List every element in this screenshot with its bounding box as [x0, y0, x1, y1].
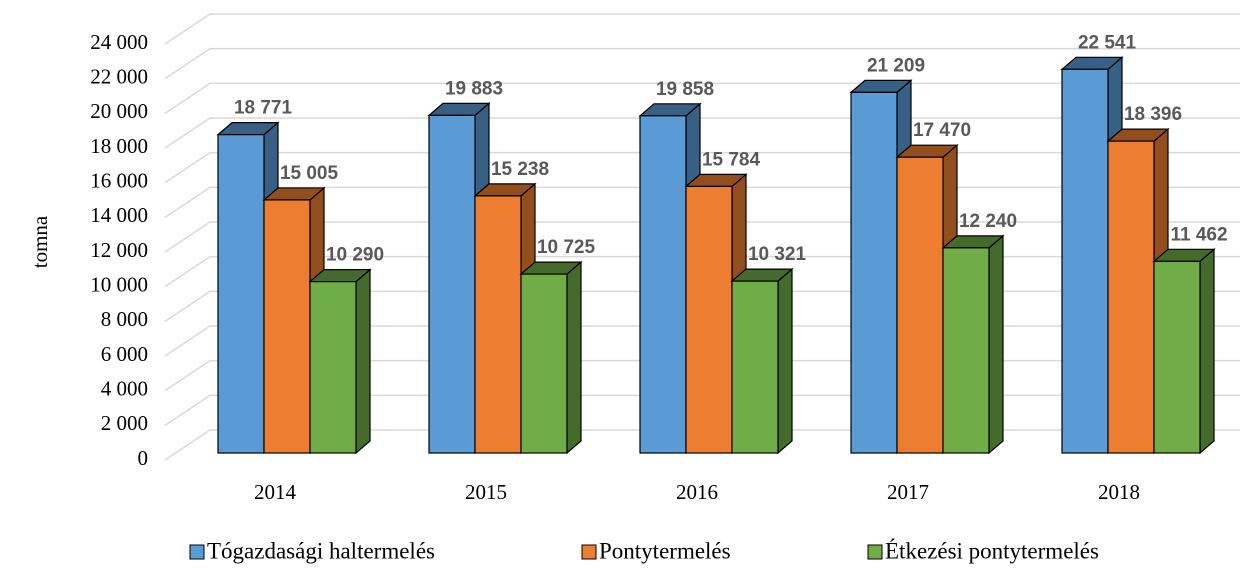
bar	[1107, 140, 1155, 454]
bar	[850, 91, 898, 454]
bar	[1061, 68, 1109, 454]
bar	[1153, 260, 1201, 454]
x-tick-label: 2016	[676, 480, 718, 504]
y-tick-label: 10 000	[90, 272, 148, 296]
x-tick-label: 2018	[1098, 480, 1140, 504]
x-tick-label: 2015	[465, 480, 507, 504]
bar	[217, 134, 265, 454]
legend-label: Pontytermelés	[599, 538, 731, 563]
bar-side	[566, 260, 582, 455]
y-tick-label: 4 000	[101, 376, 148, 400]
legend-label: Étkezési pontytermelés	[885, 538, 1099, 563]
y-tick-label: 18 000	[90, 134, 148, 158]
y-tick-label: 22 000	[90, 64, 148, 88]
value-label: 15 784	[702, 149, 761, 170]
value-label: 10 321	[748, 244, 807, 265]
value-label: 22 541	[1078, 32, 1137, 53]
grid-line	[164, 13, 1240, 45]
y-tick-label: 0	[138, 446, 149, 470]
value-label: 19 883	[445, 78, 503, 99]
value-label: 19 858	[656, 79, 714, 100]
value-label: 18 396	[1124, 104, 1182, 125]
value-label: 17 470	[913, 120, 971, 141]
bar	[520, 273, 568, 454]
bar	[309, 281, 357, 454]
value-label: 11 462	[1170, 224, 1227, 245]
bar	[428, 114, 476, 454]
bar	[474, 195, 522, 454]
value-label: 10 290	[326, 245, 384, 266]
y-tick-label: 2 000	[101, 411, 148, 435]
legend-swatch	[189, 544, 205, 560]
value-label: 12 240	[959, 211, 1017, 232]
y-tick-label: 6 000	[101, 342, 148, 366]
grid-line	[164, 47, 1240, 80]
bar	[639, 115, 687, 454]
y-tick-label: 8 000	[101, 307, 148, 331]
bar-side	[1199, 248, 1215, 455]
y-tick-label: 16 000	[90, 168, 148, 192]
value-label: 15 005	[280, 163, 339, 184]
legend-label: Tógazdasági haltermelés	[207, 538, 435, 563]
x-tick-label: 2017	[887, 480, 929, 504]
y-tick-label: 20 000	[90, 99, 148, 123]
value-label: 10 725	[537, 237, 596, 258]
bar-side	[355, 268, 371, 455]
bar	[942, 247, 990, 454]
value-label: 21 209	[867, 55, 925, 76]
value-label: 18 771	[234, 98, 293, 119]
y-tick-label: 24 000	[90, 30, 148, 54]
value-label: 15 238	[491, 159, 549, 180]
bar-side	[988, 234, 1004, 455]
y-axis-label: tomna	[28, 215, 52, 268]
bar	[896, 156, 944, 454]
x-tick-label: 2014	[254, 480, 297, 504]
bar	[731, 280, 779, 454]
bar-side	[777, 267, 793, 455]
y-tick-label: 14 000	[90, 203, 148, 227]
bar	[685, 185, 733, 454]
y-tick-label: 12 000	[90, 238, 148, 262]
bar	[263, 199, 311, 454]
legend-swatch	[581, 544, 597, 560]
legend-swatch	[867, 544, 883, 560]
